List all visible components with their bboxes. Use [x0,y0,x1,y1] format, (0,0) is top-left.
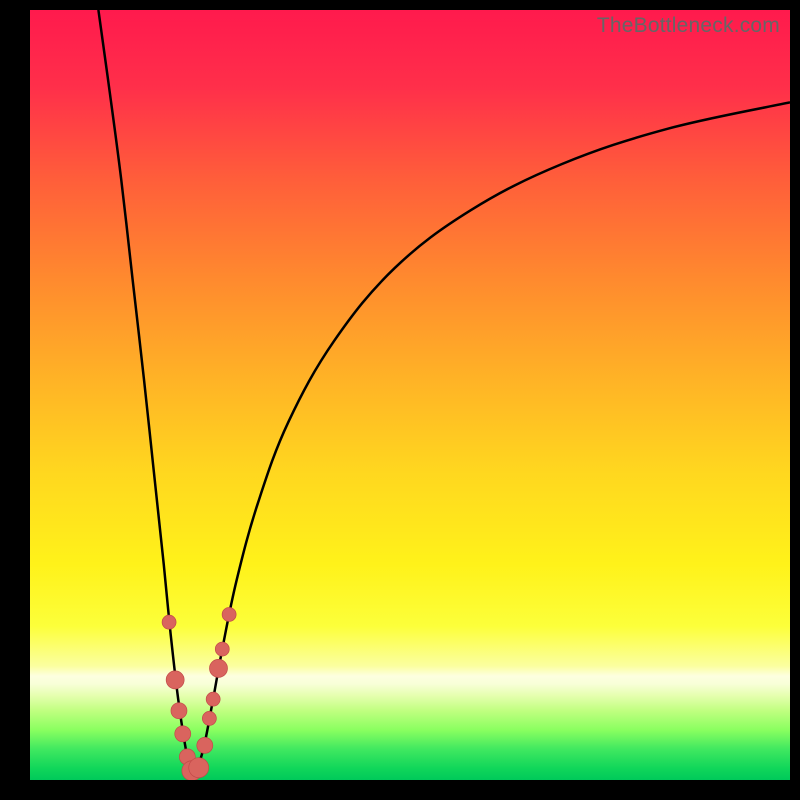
data-marker [206,692,220,706]
data-marker [175,726,191,742]
left-curve [98,10,193,780]
plot-area: TheBottleneck.com [30,10,790,780]
chart-frame: TheBottleneck.com [0,0,800,800]
data-marker [202,711,216,725]
data-marker [222,607,236,621]
watermark-text: TheBottleneck.com [597,14,780,38]
right-curve [193,102,790,780]
data-marker [209,659,227,677]
data-marker [189,758,209,778]
data-marker [162,615,176,629]
data-marker [171,703,187,719]
data-marker [197,737,213,753]
data-marker [166,671,184,689]
data-marker [215,642,229,656]
curve-layer [30,10,790,780]
